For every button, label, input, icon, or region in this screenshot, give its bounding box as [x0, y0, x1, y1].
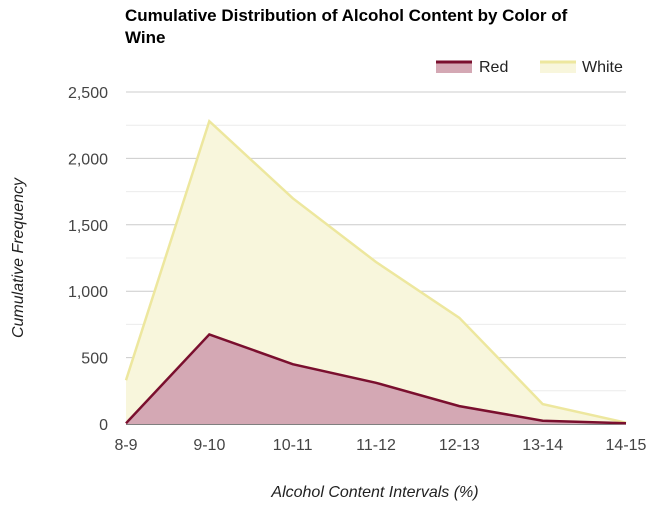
legend-swatch-white	[540, 61, 576, 73]
legend-swatch-red	[436, 61, 472, 73]
x-tick-label: 11-12	[356, 437, 396, 454]
legend: Red White	[436, 59, 623, 76]
chart-title-line-2: Wine	[125, 28, 165, 47]
plot-area	[124, 118, 627, 425]
y-axis: 0 500 1,000 1,500 2,000 2,500	[68, 85, 108, 434]
y-tick-label: 1,000	[68, 284, 108, 301]
x-tick-label: 9-10	[193, 437, 225, 454]
legend-label-red: Red	[479, 59, 508, 76]
x-tick-label: 13-14	[522, 437, 563, 454]
y-tick-label: 2,500	[68, 85, 108, 102]
chart-title-line-1: Cumulative Distribution of Alcohol Conte…	[125, 6, 568, 25]
y-tick-label: 0	[99, 417, 108, 434]
x-axis-title: Alcohol Content Intervals (%)	[270, 484, 478, 501]
y-axis-title: Cumulative Frequency	[10, 177, 27, 338]
x-tick-label: 14-15	[606, 437, 647, 454]
x-tick-label: 8-9	[114, 437, 137, 454]
area-red	[126, 334, 626, 424]
series-line-white	[124, 118, 627, 424]
legend-label-white: White	[582, 59, 623, 76]
x-tick-label: 12-13	[439, 437, 480, 454]
x-tick-label: 10-11	[273, 437, 313, 454]
series-line-red	[125, 332, 627, 425]
y-tick-label: 2,000	[68, 151, 108, 168]
y-tick-label: 1,500	[68, 218, 108, 235]
x-axis: 8-9 9-10 10-11 11-12 12-13 13-14 14-15	[114, 437, 646, 454]
y-tick-label: 500	[81, 351, 108, 368]
